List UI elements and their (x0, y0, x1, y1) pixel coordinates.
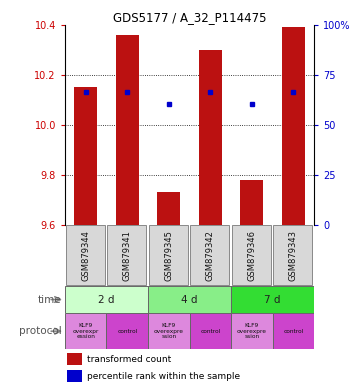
Text: percentile rank within the sample: percentile rank within the sample (87, 372, 240, 381)
Bar (282, 27, 305, 225)
Text: GSM879341: GSM879341 (123, 230, 132, 281)
Bar (106, 313, 148, 349)
Text: control: control (117, 329, 138, 334)
Bar (273, 225, 312, 285)
Bar (65, 313, 106, 349)
Text: 2 d: 2 d (98, 295, 115, 305)
Bar (231, 286, 314, 313)
Bar (199, 50, 222, 225)
Bar (74, 87, 97, 225)
Bar (232, 225, 271, 285)
Text: 4 d: 4 d (181, 295, 198, 305)
Bar (157, 192, 180, 225)
Bar (273, 313, 314, 349)
Title: GDS5177 / A_32_P114475: GDS5177 / A_32_P114475 (113, 11, 266, 24)
Bar (240, 180, 263, 225)
Text: GSM879346: GSM879346 (247, 230, 256, 281)
Bar (68, 370, 82, 382)
Bar (149, 225, 188, 285)
Text: 7 d: 7 d (264, 295, 281, 305)
Text: control: control (200, 329, 221, 334)
Text: KLF9
overexpre
ssion: KLF9 overexpre ssion (237, 323, 267, 339)
Bar (68, 353, 82, 365)
Text: KLF9
overexpr
ession: KLF9 overexpr ession (73, 323, 99, 339)
Bar (148, 313, 190, 349)
Text: protocol: protocol (19, 326, 61, 336)
Text: GSM879345: GSM879345 (164, 230, 173, 281)
Bar (190, 313, 231, 349)
Bar (65, 286, 148, 313)
Text: GSM879344: GSM879344 (81, 230, 90, 281)
Bar (231, 313, 273, 349)
Text: GSM879343: GSM879343 (289, 230, 298, 281)
Bar (66, 225, 105, 285)
Text: transformed count: transformed count (87, 354, 171, 364)
Bar (116, 35, 139, 225)
Text: KLF9
overexpre
ssion: KLF9 overexpre ssion (154, 323, 184, 339)
Text: time: time (38, 295, 61, 305)
Text: GSM879342: GSM879342 (206, 230, 215, 281)
Bar (148, 286, 231, 313)
Bar (107, 225, 146, 285)
Bar (190, 225, 229, 285)
Text: control: control (283, 329, 304, 334)
